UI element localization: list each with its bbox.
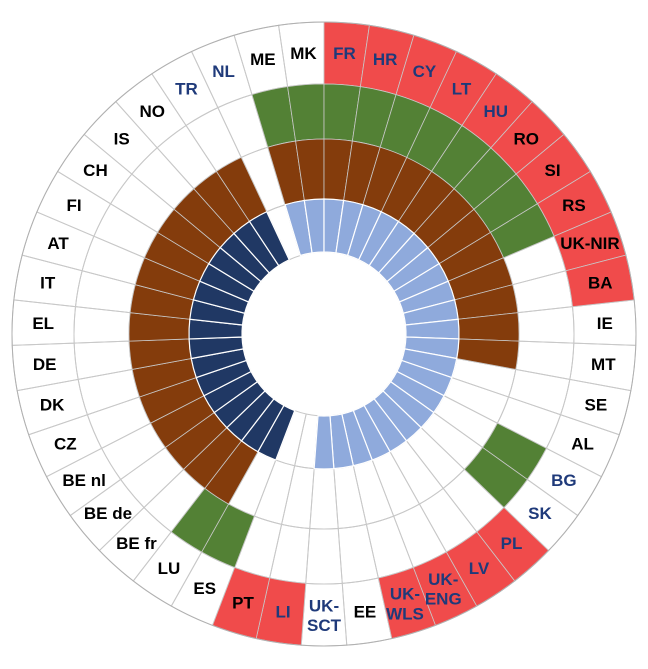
country-label-pt: PT — [232, 594, 254, 613]
country-label-el: EL — [32, 314, 54, 333]
country-label-tr: TR — [175, 79, 198, 98]
country-label-si: SI — [545, 161, 561, 180]
country-label-lu: LU — [158, 559, 181, 578]
ring-segment-tr — [248, 210, 290, 267]
ring-segment-uk-sct — [313, 415, 335, 470]
country-label-es: ES — [193, 579, 216, 598]
country-label-uk-sct: UK-SCT — [307, 596, 342, 635]
country-label-ro: RO — [514, 129, 540, 148]
country-label-rs: RS — [562, 196, 586, 215]
country-label-uk-eng: UK-ENG — [425, 570, 462, 609]
country-label-cz: CZ — [54, 434, 77, 453]
country-label-bg: BG — [551, 471, 577, 490]
country-label-li: LI — [276, 603, 291, 622]
country-label-be-fr: BE fr — [116, 534, 157, 553]
country-label-is: IS — [114, 129, 130, 148]
country-label-dk: DK — [40, 396, 65, 415]
country-label-ch: CH — [83, 161, 108, 180]
country-label-mk: MK — [290, 44, 317, 63]
country-label-uk-nir: UK-NIR — [560, 234, 620, 253]
country-label-be-de: BE de — [84, 504, 132, 523]
country-label-hu: HU — [483, 102, 508, 121]
country-label-me: ME — [250, 50, 276, 69]
country-label-pl: PL — [501, 534, 523, 553]
country-label-se: SE — [585, 396, 608, 415]
outer-rim — [11, 21, 637, 647]
country-label-be-nl: BE nl — [62, 471, 105, 490]
country-label-hr: HR — [373, 50, 398, 69]
country-label-ba: BA — [588, 273, 613, 292]
country-label-uk-wls: UK-WLS — [386, 584, 424, 623]
country-label-mt: MT — [591, 355, 616, 374]
country-label-sk: SK — [528, 504, 552, 523]
country-label-no: NO — [140, 102, 166, 121]
country-label-de: DE — [33, 355, 57, 374]
country-label-ie: IE — [597, 314, 613, 333]
ring-segment-sk — [463, 446, 528, 509]
country-label-lt: LT — [452, 79, 472, 98]
country-label-ee: EE — [354, 603, 377, 622]
center-hole — [264, 274, 384, 394]
country-label-al: AL — [571, 434, 594, 453]
country-label-lv: LV — [469, 559, 490, 578]
country-label-it: IT — [40, 273, 56, 292]
country-label-fi: FI — [67, 196, 82, 215]
country-label-cy: CY — [413, 62, 437, 81]
country-label-fr: FR — [333, 44, 356, 63]
country-label-at: AT — [47, 234, 69, 253]
country-label-nl: NL — [212, 62, 235, 81]
